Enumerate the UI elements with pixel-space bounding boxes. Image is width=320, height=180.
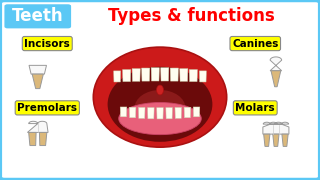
Polygon shape: [157, 108, 163, 119]
Polygon shape: [139, 107, 145, 118]
Polygon shape: [270, 57, 282, 71]
Ellipse shape: [156, 85, 164, 95]
Ellipse shape: [119, 102, 201, 135]
Polygon shape: [189, 70, 197, 82]
Polygon shape: [120, 107, 127, 117]
FancyBboxPatch shape: [4, 4, 71, 28]
Polygon shape: [39, 132, 47, 146]
Polygon shape: [166, 108, 172, 119]
Text: Types & functions: Types & functions: [108, 7, 275, 25]
Ellipse shape: [93, 47, 227, 147]
Text: Premolars: Premolars: [17, 103, 77, 113]
Polygon shape: [148, 108, 154, 119]
Polygon shape: [129, 107, 136, 118]
Ellipse shape: [135, 90, 185, 126]
Polygon shape: [151, 68, 159, 81]
Polygon shape: [29, 132, 36, 146]
Polygon shape: [184, 107, 191, 118]
Text: Canines: Canines: [232, 39, 278, 49]
Polygon shape: [114, 71, 121, 82]
Polygon shape: [199, 71, 206, 82]
Polygon shape: [175, 107, 181, 118]
Ellipse shape: [108, 67, 212, 142]
Polygon shape: [271, 71, 281, 87]
Polygon shape: [123, 70, 131, 82]
Polygon shape: [32, 74, 43, 89]
Polygon shape: [273, 134, 279, 146]
Polygon shape: [28, 121, 48, 132]
Polygon shape: [180, 69, 188, 81]
Polygon shape: [29, 65, 46, 74]
Polygon shape: [263, 122, 289, 134]
Polygon shape: [142, 68, 150, 81]
Text: Teeth: Teeth: [12, 7, 64, 25]
Polygon shape: [193, 107, 200, 117]
Text: Incisors: Incisors: [24, 39, 70, 49]
Polygon shape: [170, 68, 178, 81]
Polygon shape: [161, 68, 169, 81]
Polygon shape: [132, 69, 140, 81]
Text: Molars: Molars: [236, 103, 275, 113]
Polygon shape: [282, 134, 288, 146]
Polygon shape: [264, 134, 270, 146]
